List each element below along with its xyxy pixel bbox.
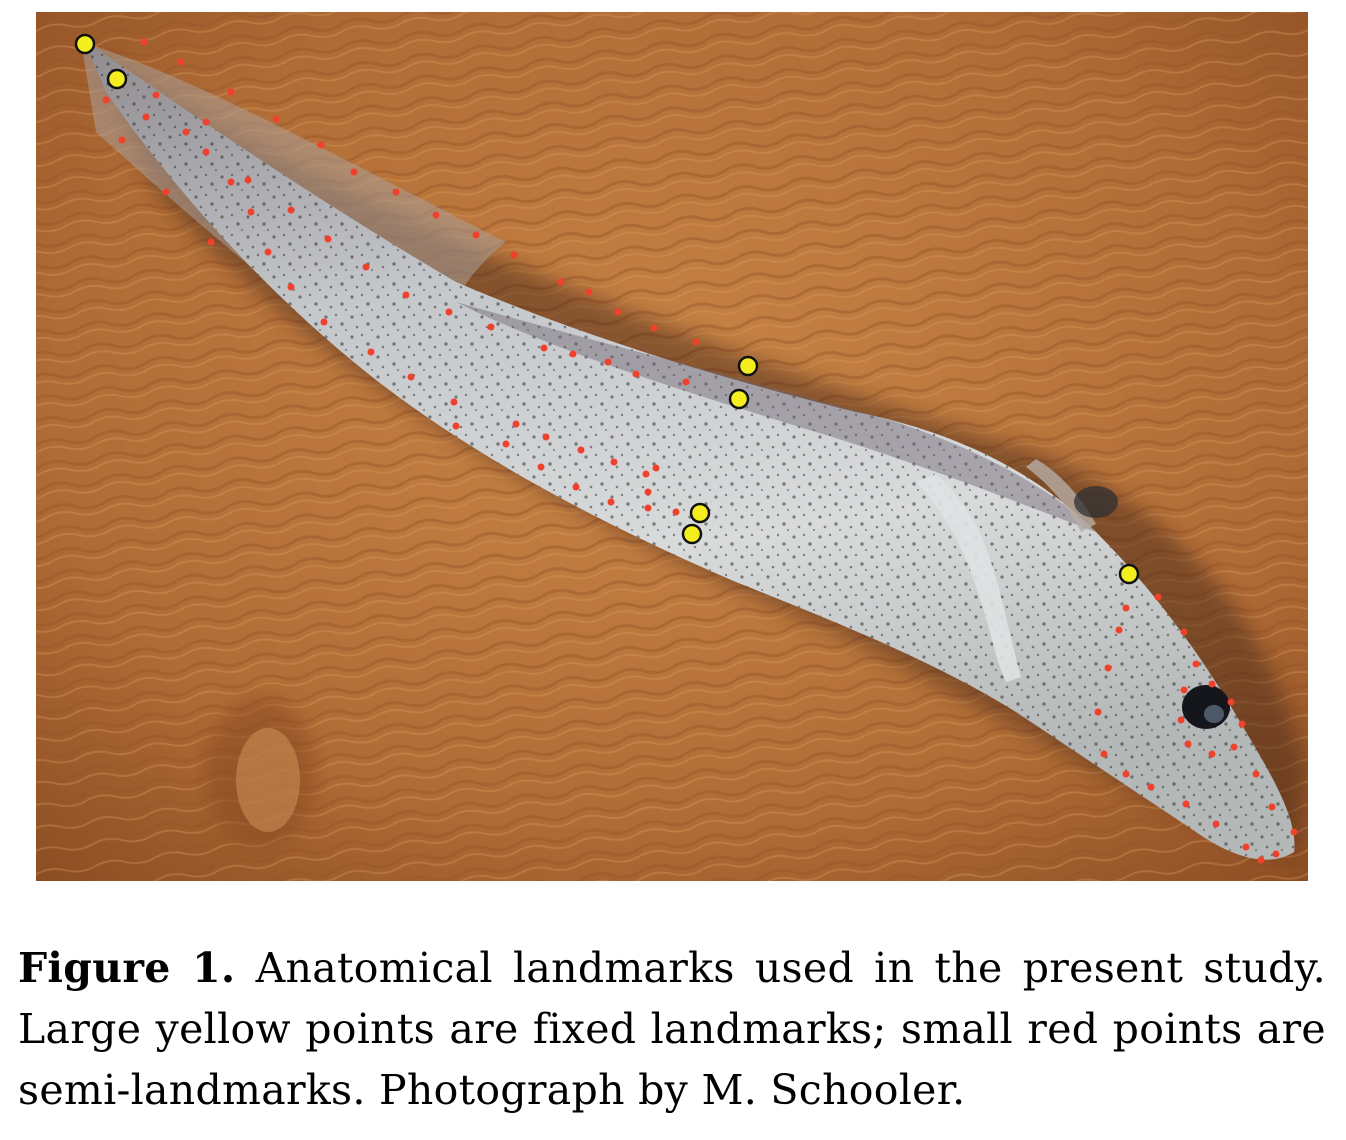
gill-region bbox=[1074, 486, 1118, 518]
fish-pigmentation bbox=[84, 40, 1295, 860]
figure-caption: Figure 1. Anatomical landmarks used in t… bbox=[18, 938, 1326, 1121]
surface-depression-highlight bbox=[236, 728, 300, 832]
eye bbox=[1182, 685, 1230, 729]
hind-limb bbox=[916, 474, 1021, 682]
dorsal-band bbox=[456, 302, 1096, 532]
fixed-landmarks bbox=[74, 33, 1140, 585]
figure-label: Figure 1. bbox=[18, 944, 236, 992]
forelimb bbox=[1026, 459, 1096, 532]
semi-landmarks bbox=[102, 38, 1298, 864]
specimen-image bbox=[36, 12, 1308, 881]
specimen-photograph bbox=[36, 12, 1308, 881]
eye-highlight bbox=[1204, 705, 1224, 723]
caption-text: Anatomical landmarks used in the present… bbox=[18, 944, 1326, 1114]
